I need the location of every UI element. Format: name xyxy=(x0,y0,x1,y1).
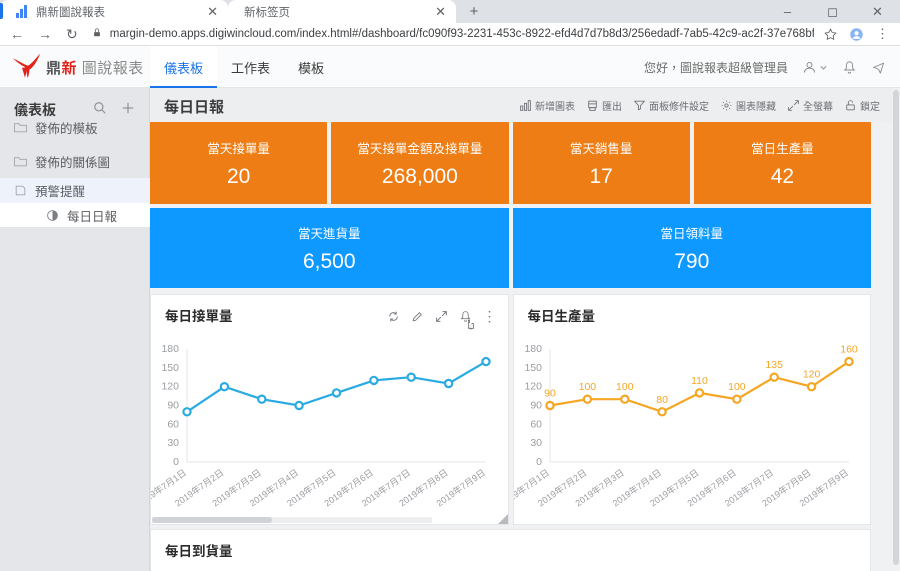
svg-text:150: 150 xyxy=(524,362,542,374)
svg-text:90: 90 xyxy=(544,388,556,400)
svg-text:60: 60 xyxy=(530,418,542,430)
svg-text:30: 30 xyxy=(167,437,179,449)
svg-text:120: 120 xyxy=(802,369,820,381)
svg-text:150: 150 xyxy=(161,362,179,374)
svg-text:110: 110 xyxy=(691,375,708,387)
svg-text:80: 80 xyxy=(656,394,668,406)
svg-text:100: 100 xyxy=(616,381,634,393)
svg-text:100: 100 xyxy=(728,381,746,393)
svg-text:0: 0 xyxy=(536,456,542,468)
svg-text:120: 120 xyxy=(161,381,179,393)
svg-text:135: 135 xyxy=(765,359,783,371)
svg-text:30: 30 xyxy=(530,437,542,449)
svg-text:90: 90 xyxy=(167,400,179,412)
svg-text:60: 60 xyxy=(167,418,179,430)
svg-text:120: 120 xyxy=(524,381,542,393)
svg-text:100: 100 xyxy=(578,381,596,393)
svg-text:0: 0 xyxy=(173,456,179,468)
svg-text:180: 180 xyxy=(524,343,542,355)
svg-text:180: 180 xyxy=(161,343,179,355)
svg-text:160: 160 xyxy=(840,344,858,356)
svg-text:90: 90 xyxy=(530,400,542,412)
